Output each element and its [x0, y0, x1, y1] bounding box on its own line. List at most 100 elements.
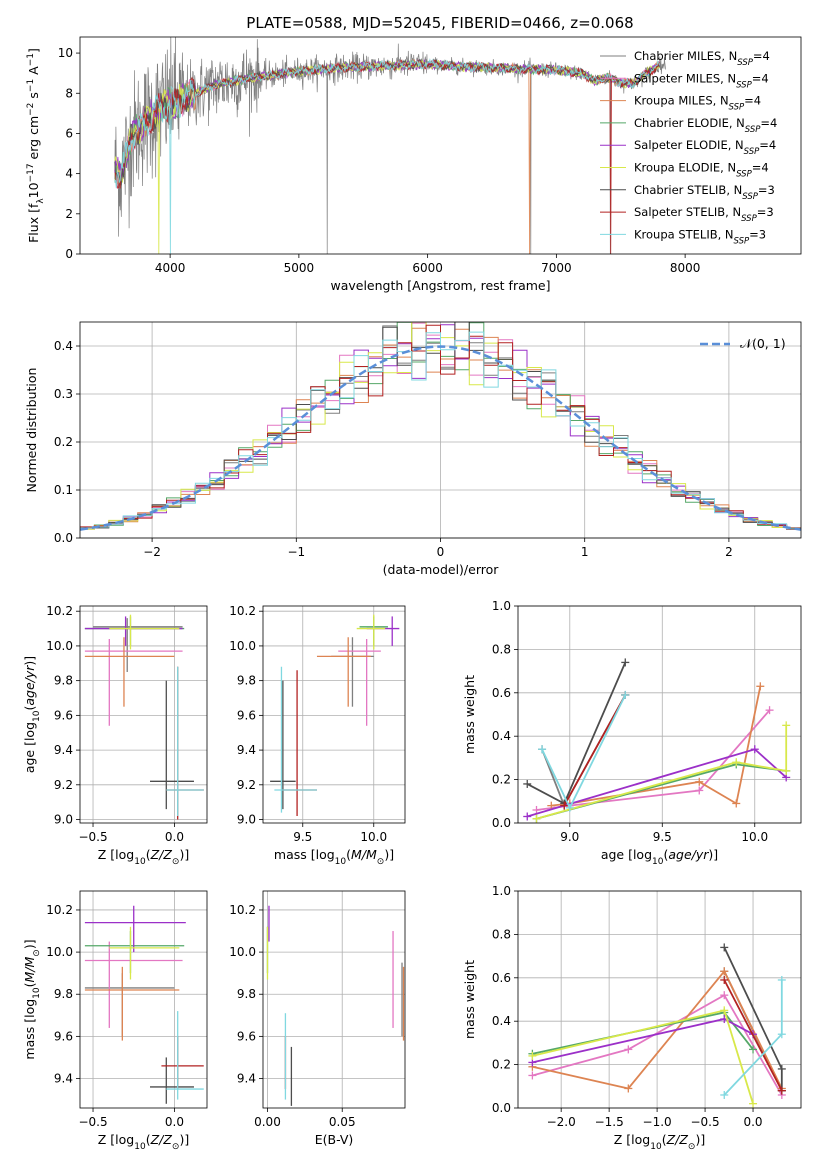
- legend-label: Salpeter ELODIE, NSSP=4: [634, 138, 776, 157]
- x-axis-label-part: (: [146, 847, 151, 862]
- y-axis-label-part: −17: [26, 163, 36, 182]
- x-axis-label-part: M/M: [351, 847, 377, 862]
- x-axis-label-part: ⊙: [172, 857, 180, 867]
- axes-frame: [517, 605, 802, 824]
- weight-series-line: [536, 725, 788, 820]
- legend-label-main: Chabrier STELIB, N: [634, 183, 742, 197]
- x-tick-label: −1: [287, 545, 305, 559]
- legend-label-suffix: =4: [760, 116, 777, 130]
- model-spectrum-line: [114, 59, 660, 254]
- x-axis-label-part: Z/Z: [150, 847, 173, 862]
- axes-frame: [262, 890, 406, 1109]
- y-tick-label: 10: [58, 46, 73, 60]
- weight-series-line: [536, 763, 787, 820]
- y-tick-label: 9.8: [237, 674, 256, 688]
- y-tick-label: 4: [65, 167, 73, 181]
- x-axis-label-part: Z [log: [614, 1132, 650, 1147]
- axes-frame: [79, 36, 802, 255]
- x-tick-label: −0.5: [78, 1115, 107, 1129]
- x-tick-label: −0.5: [78, 830, 107, 844]
- y-tick-label: 0.4: [492, 1014, 511, 1028]
- age_vs_weight-plot-area: [523, 658, 791, 823]
- legend-label: Chabrier STELIB, NSSP=3: [634, 183, 775, 202]
- y-axis-label: age [log10(age/yr)]: [22, 656, 42, 773]
- y-tick-label: 10.0: [46, 639, 73, 653]
- y-axis-label-part: mass weight: [462, 960, 477, 1039]
- legend-label-sub: SSP: [737, 58, 753, 68]
- legend-label-sub: SSP: [741, 214, 757, 224]
- legend-label: Kroupa ELODIE, NSSP=4: [634, 161, 769, 180]
- chart-mass_vs_age: 9.5 10.0 9.0 9.2 9.4 9.6 9.8 10.0 10.2 mass [log1…: [229, 604, 406, 867]
- weight-series-line: [536, 709, 771, 811]
- legend-label-sub: SSP: [745, 125, 761, 135]
- x-tick-label: −2: [143, 545, 161, 559]
- x-axis-label: E(B-V): [315, 1132, 354, 1147]
- weight-series-line: [723, 979, 783, 1092]
- y-tick-label: 0.2: [54, 435, 73, 449]
- x-tick-label: 0.00: [254, 1115, 281, 1129]
- x-axis-label-part: (: [662, 1132, 667, 1147]
- figure-title: PLATE=0588, MJD=52045, FIBERID=0466, z=0…: [246, 14, 633, 32]
- y-tick-label: 0.2: [492, 773, 511, 787]
- y-tick-label: 9.0: [237, 813, 256, 827]
- x-tick-label: 4000: [155, 261, 186, 275]
- legend-label-suffix: =4: [744, 94, 761, 108]
- legend-label-sub: SSP: [729, 103, 745, 113]
- y-axis-label: mass weight: [462, 960, 477, 1039]
- x-tick-label: 0.05: [329, 1115, 356, 1129]
- x-tick-label: 0: [437, 545, 445, 559]
- y-tick-label: 0.0: [492, 1101, 511, 1115]
- y-axis-label-part: erg cm: [26, 116, 41, 164]
- y-tick-label: 9.2: [54, 778, 73, 792]
- chart-Z_vs_mass: −0.5 0.09.49.69.810.010.2Z [log10(Z/Z⊙)]m…: [22, 890, 208, 1152]
- y-axis-label-part: age/yr: [22, 665, 37, 706]
- y-tick-label: 0.8: [492, 927, 511, 941]
- y-axis-label-part: −2: [26, 103, 36, 116]
- y-tick-label: 9.8: [237, 987, 256, 1001]
- y-tick-label: 10.2: [229, 903, 256, 917]
- y-tick-label: 1.0: [492, 599, 511, 613]
- y-axis-label-part: 10: [32, 987, 42, 999]
- legend-label: 𝒩(0, 1): [740, 336, 786, 351]
- legend-label: Kroupa STELIB, NSSP=3: [634, 227, 766, 246]
- y-tick-label: 9.4: [54, 743, 73, 757]
- y-tick-label: 9.2: [237, 778, 256, 792]
- y-tick-label: 10.0: [229, 639, 256, 653]
- x-tick-label: 8000: [670, 261, 701, 275]
- y-tick-label: 1.0: [492, 884, 511, 898]
- mass_vs_age-plot-area: [270, 614, 400, 817]
- x-axis-label-part: )]: [708, 847, 718, 862]
- y-axis-label-part: A: [26, 66, 41, 79]
- y-tick-label: 0.6: [492, 971, 511, 985]
- legend-label-main: Salpeter ELODIE, N: [634, 138, 744, 152]
- x-axis-label: Z [log10(Z/Z⊙)]: [614, 1132, 705, 1152]
- legend-label-sub: SSP: [734, 236, 750, 246]
- legend-label-sub: SSP: [736, 170, 752, 180]
- x-axis-label-part: Z [log: [98, 847, 134, 862]
- y-axis-label-part: Flux [f: [26, 203, 41, 243]
- Z_vs_age-plot-area: [84, 614, 204, 820]
- legend-label-sub: SSP: [744, 147, 760, 157]
- axes-frame: [79, 605, 208, 824]
- x-axis-label-part: (: [663, 847, 668, 862]
- x-axis-label-part: )]: [179, 1132, 189, 1147]
- x-tick-label: −0.5: [690, 1115, 719, 1129]
- y-tick-label: 0.4: [492, 729, 511, 743]
- x-tick-label: 9.5: [293, 830, 312, 844]
- x-axis-label-part: )]: [179, 847, 189, 862]
- chart-Z_vs_weight: −2.0 −1.5 −1.0 −0.5 0.0 0.0 0.2 0.4 0.6 0.8 1.0 Z […: [462, 884, 802, 1152]
- x-axis-label-part: ⊙: [172, 1142, 180, 1152]
- x-tick-label: 2: [725, 545, 733, 559]
- y-axis-label-part: ⊙: [32, 949, 42, 957]
- y-tick-label: 9.4: [237, 743, 256, 757]
- y-tick-label: 8: [65, 86, 73, 100]
- y-tick-label: 0.8: [492, 642, 511, 656]
- x-axis-label-part: mass [log: [274, 847, 335, 862]
- y-tick-label: 9.6: [237, 1029, 256, 1043]
- y-tick-label: 0: [65, 247, 73, 261]
- y-axis-label-part: )]: [22, 939, 37, 949]
- y-tick-label: 10.2: [46, 604, 73, 618]
- y-tick-label: 0.6: [492, 686, 511, 700]
- x-axis-label-part: 10: [335, 857, 347, 867]
